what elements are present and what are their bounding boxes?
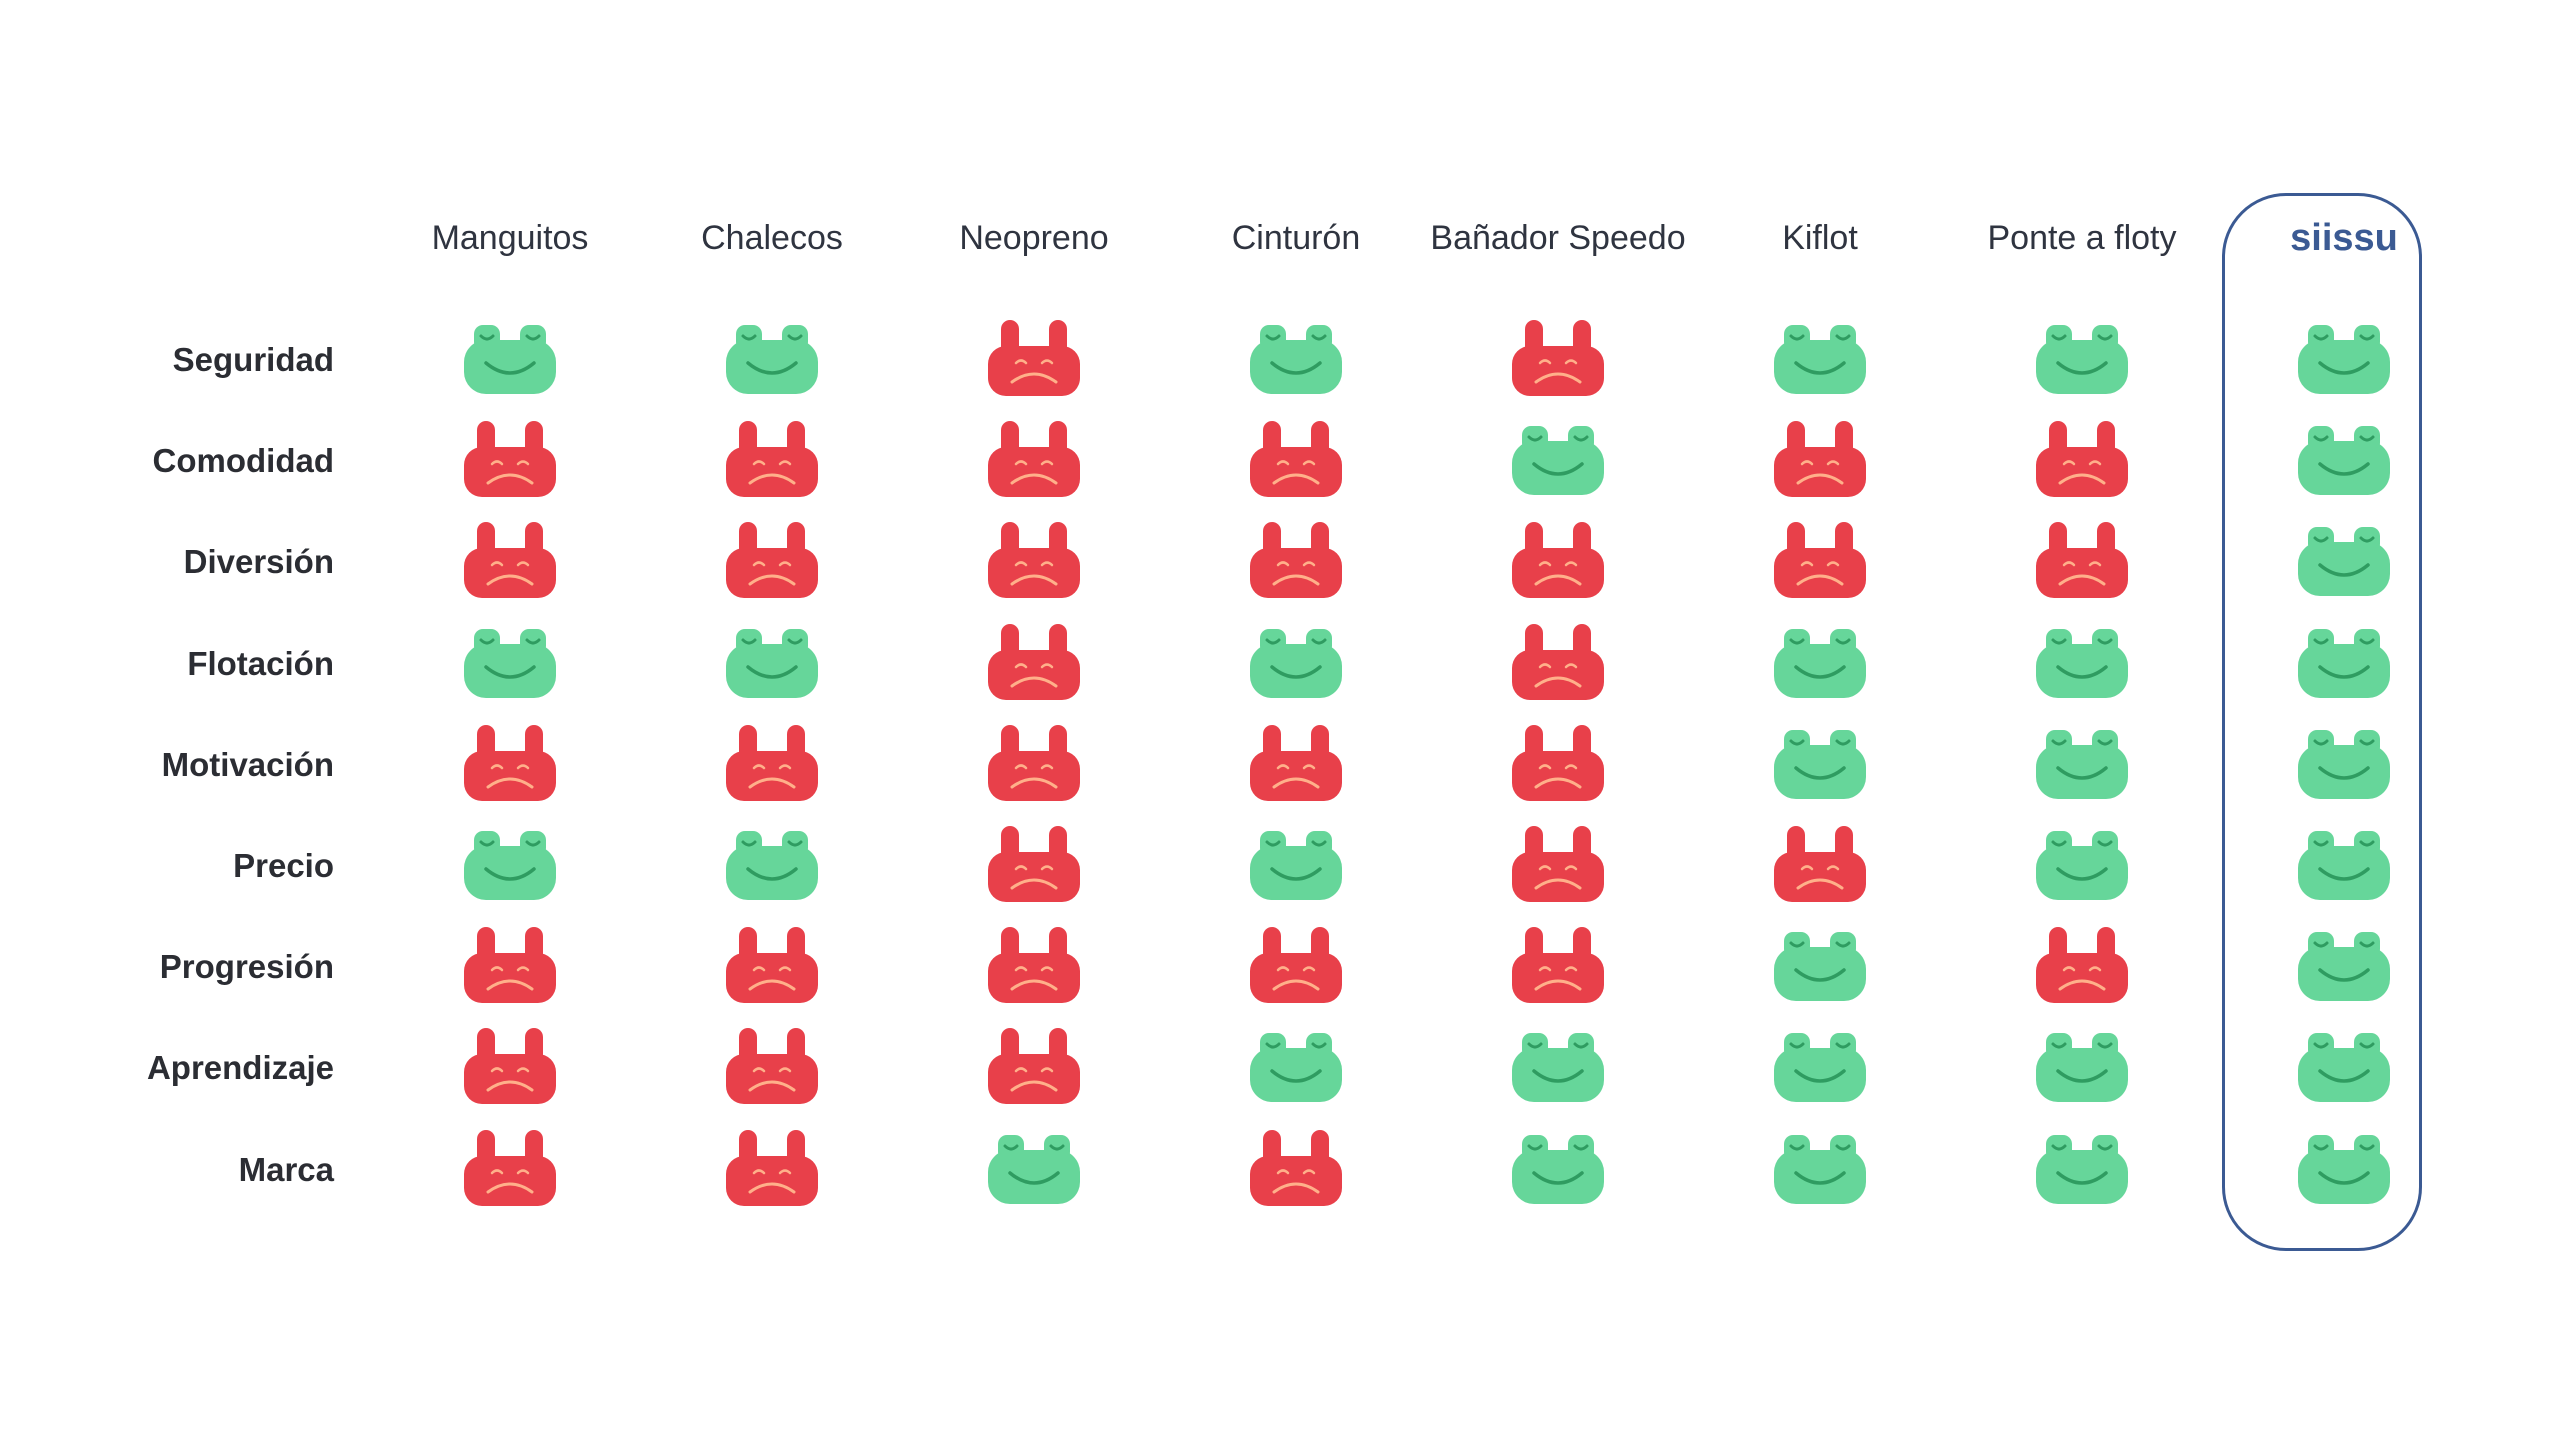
happy-frog-icon: [2034, 725, 2130, 805]
sad-crab-icon: [1510, 927, 1606, 1007]
sad-crab-icon: [986, 320, 1082, 400]
sad-crab-icon: [724, 724, 820, 805]
row-label-progresion: Progresión: [159, 948, 334, 986]
column-header-siissu: siissu: [2290, 217, 2398, 259]
happy-frog-icon: [1772, 927, 1868, 1007]
happy-frog-icon: [2296, 1130, 2392, 1210]
sad-crab-icon: [986, 623, 1082, 704]
sad-crab-icon: [462, 1129, 558, 1210]
happy-frog-icon: [2296, 320, 2392, 400]
column-header-cinturon: Cinturón: [1231, 219, 1361, 257]
row-label-aprendizaje: Aprendizaje: [146, 1049, 334, 1087]
row-label-precio: Precio: [233, 847, 334, 884]
sad-crab-icon: [1248, 927, 1344, 1007]
happy-frog-icon: [2034, 1130, 2130, 1210]
sad-crab-icon: [462, 522, 558, 602]
sad-crab-icon: [1510, 623, 1606, 704]
sad-crab-icon: [1510, 826, 1606, 906]
row-label-diversion: Diversión: [183, 543, 334, 581]
sad-crab-icon: [986, 522, 1082, 602]
happy-frog-icon: [724, 826, 820, 906]
sad-crab-icon: [2034, 927, 2130, 1007]
sad-crab-icon: [462, 1028, 558, 1108]
happy-frog-icon: [2296, 725, 2392, 805]
sad-crab-icon: [1248, 724, 1344, 805]
happy-frog-icon: [2296, 1028, 2392, 1108]
happy-frog-icon: [2296, 421, 2392, 501]
sad-crab-icon: [462, 724, 558, 805]
column-header-banador-speedo: Bañador Speedo: [1430, 219, 1686, 257]
happy-frog-icon: [1248, 1028, 1344, 1108]
sad-crab-icon: [724, 421, 820, 501]
happy-frog-icon: [2034, 320, 2130, 400]
sad-crab-icon: [1248, 522, 1344, 602]
happy-frog-icon: [2296, 826, 2392, 906]
happy-frog-icon: [2296, 927, 2392, 1007]
highlight-column-frame: [2222, 193, 2422, 1251]
happy-frog-icon: [1248, 320, 1344, 400]
happy-frog-icon: [462, 826, 558, 906]
happy-frog-icon: [1772, 320, 1868, 400]
sad-crab-icon: [986, 1028, 1082, 1108]
happy-frog-icon: [724, 320, 820, 400]
sad-crab-icon: [1772, 522, 1868, 602]
sad-crab-icon: [986, 724, 1082, 805]
happy-frog-icon: [1772, 1130, 1868, 1210]
sad-crab-icon: [1510, 724, 1606, 805]
happy-frog-icon: [986, 1130, 1082, 1210]
sad-crab-icon: [724, 522, 820, 602]
happy-frog-icon: [1772, 725, 1868, 805]
happy-frog-icon: [724, 624, 820, 704]
sad-crab-icon: [2034, 421, 2130, 501]
happy-frog-icon: [1772, 624, 1868, 704]
row-label-seguridad: Seguridad: [172, 341, 334, 378]
sad-crab-icon: [1248, 421, 1344, 501]
row-label-comodidad: Comodidad: [152, 442, 334, 480]
row-label-marca: Marca: [238, 1150, 334, 1188]
row-label-motivacion: Motivación: [161, 745, 334, 783]
happy-frog-icon: [1510, 1130, 1606, 1210]
sad-crab-icon: [2034, 522, 2130, 602]
sad-crab-icon: [1510, 522, 1606, 602]
happy-frog-icon: [1248, 826, 1344, 906]
happy-frog-icon: [1248, 624, 1344, 704]
happy-frog-icon: [2034, 826, 2130, 906]
happy-frog-icon: [462, 624, 558, 704]
column-header-manguitos: Manguitos: [431, 219, 589, 257]
happy-frog-icon: [1772, 1028, 1868, 1108]
sad-crab-icon: [986, 927, 1082, 1007]
happy-frog-icon: [2296, 624, 2392, 704]
sad-crab-icon: [724, 1028, 820, 1108]
sad-crab-icon: [1772, 826, 1868, 906]
happy-frog-icon: [462, 320, 558, 400]
sad-crab-icon: [462, 421, 558, 501]
sad-crab-icon: [462, 927, 558, 1007]
happy-frog-icon: [1510, 421, 1606, 501]
column-header-kiflot: Kiflot: [1782, 219, 1858, 257]
row-label-flotacion: Flotación: [187, 644, 334, 682]
sad-crab-icon: [1510, 320, 1606, 400]
happy-frog-icon: [2034, 1028, 2130, 1108]
column-header-ponte-a-floty: Ponte a floty: [1987, 219, 2177, 257]
happy-frog-icon: [2034, 624, 2130, 704]
sad-crab-icon: [724, 927, 820, 1007]
happy-frog-icon: [1510, 1028, 1606, 1108]
sad-crab-icon: [1772, 421, 1868, 501]
happy-frog-icon: [2296, 522, 2392, 602]
column-header-chalecos: Chalecos: [701, 219, 843, 257]
sad-crab-icon: [986, 421, 1082, 501]
sad-crab-icon: [1248, 1129, 1344, 1210]
column-header-neopreno: Neopreno: [959, 219, 1109, 257]
sad-crab-icon: [986, 826, 1082, 906]
sad-crab-icon: [724, 1129, 820, 1210]
